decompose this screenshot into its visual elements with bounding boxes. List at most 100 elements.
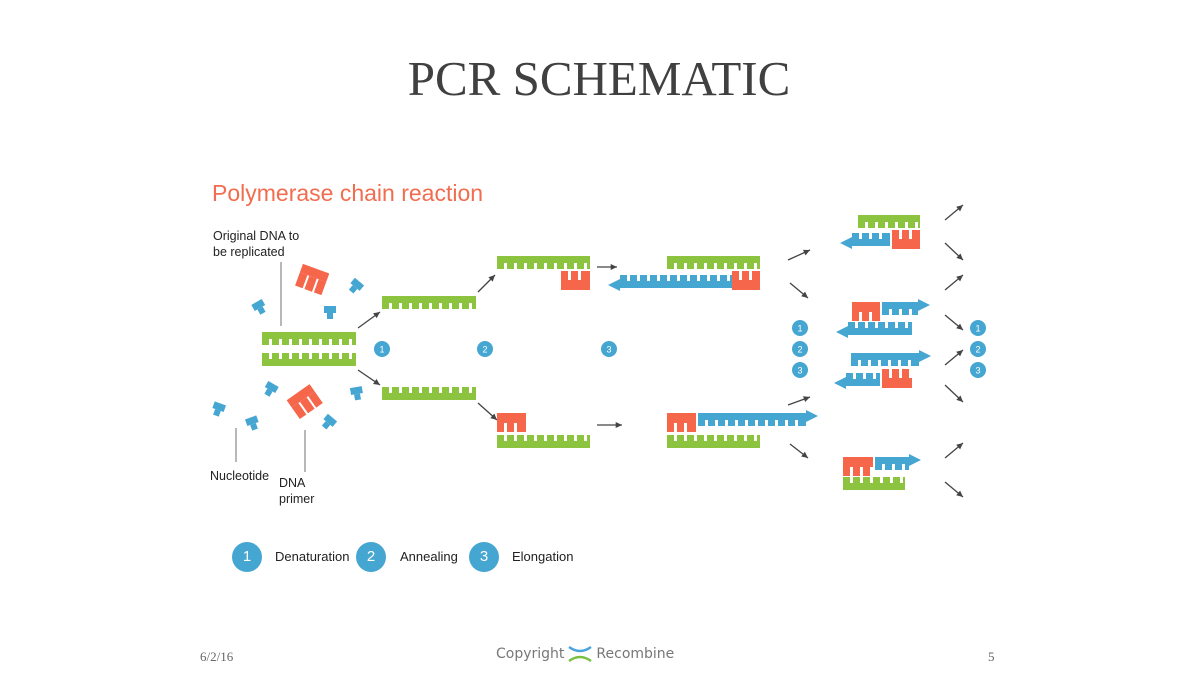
arrow-cycle3-head [956,490,963,497]
arrow-cycle2 [787,396,811,406]
original-dna-top-strand-notch [349,339,352,345]
new-strand-bottom-notch [715,420,718,426]
new-strand-top-notch [677,275,680,281]
product-1-primer-backbone [892,230,920,249]
step-marker-2-number: 2 [482,345,487,355]
nucleotide-icon-base [321,421,331,430]
annealed-template-top-notch [554,263,557,269]
arrow-anneal-up-head [488,275,495,282]
nucleotide-icon-base [264,388,273,397]
product-4-template-notch [900,477,903,483]
arrow-cycle3-head [956,350,963,357]
arrow-denature-up-head [373,312,380,319]
original-dna-top-strand [262,332,356,345]
product-4-new-arrow-shaft [908,457,910,463]
step-marker-2-circle [477,341,493,357]
new-strand-bottom-notch [725,420,728,426]
product-3-new-notch [873,373,876,379]
elongated-template-bottom-notch [694,435,697,441]
annealed-primer-top [561,271,590,290]
elongated-template-top-notch [714,263,717,269]
elongated-template-bottom-notch [674,435,677,441]
annealed-primer-top-notch [568,271,571,280]
nucleotide-icon [349,386,363,401]
new-strand-top-arrowhead [608,279,620,291]
elongated-template-bottom-notch [744,435,747,441]
product-3-new-arrowhead [834,377,846,389]
separated-strand-bottom-notch [439,387,442,393]
footer-copyright: Copyright Recombine [496,645,674,663]
arrow-cycle3 [944,274,964,291]
new-strand-bottom-arrowhead [806,410,818,422]
new-strand-top-notch [627,275,630,281]
nucleotide-icon [251,298,266,315]
original-dna-top-strand-notch [309,339,312,345]
original-dna-top-strand-notch [339,339,342,345]
product-3-primer-notch [909,369,912,378]
cycle2-step-3: 3 [792,362,808,378]
arrow-cycle3 [944,314,964,331]
product-2-strand-notch [885,322,888,328]
nucleotide-icon-head [251,298,266,311]
cycle2-step-1: 1 [792,320,808,336]
annealed-template-top [497,256,590,269]
dna-primer-icon-tooth [291,402,307,420]
cycle2-step-3-number: 3 [797,366,802,376]
product-4-primer-notch [850,467,853,476]
step-marker-1: 1 [374,341,390,357]
product-3-new-notch [853,373,856,379]
elongated-template-bottom-notch [684,435,687,441]
step-marker-3: 3 [601,341,617,357]
annealed-template-bottom [497,435,590,448]
arrow-cycle3 [944,384,964,403]
product-2-new-notch [909,309,912,315]
product-2-new-arrow-shaft [917,302,919,308]
slide-number: 5 [988,649,995,664]
original-dna-bottom-strand-notch [299,353,302,359]
elongated-primer-top [732,271,760,290]
new-strand-top-notch [707,275,710,281]
arrow-elongate-bottom [597,421,622,429]
annealed-template-top-notch [514,263,517,269]
primer-label-line2: primer [279,492,315,506]
product-3-primer-notch [899,369,902,378]
elongated-template-bottom-notch [704,435,707,441]
product-4-primer-backbone [843,457,873,476]
legend-step-3-circle: 3 [469,542,499,572]
slide-title: PCR SCHEMATIC [407,51,791,106]
elongated-primer-bottom-backbone [667,413,696,432]
original-dna-bottom-strand-notch [319,353,322,359]
product-2-primer-notch [869,312,872,321]
separated-strand-top-notch [399,303,402,309]
new-strand-bottom-notch [745,420,748,426]
arrow-cycle2 [787,249,811,261]
cycle2-step-2-number: 2 [797,345,802,355]
arrow-cycle2-head [801,451,808,458]
separated-strand-top-backbone [382,296,476,309]
product-1-template [858,215,920,228]
annealed-template-bottom-notch [534,435,537,441]
original-dna-bottom-strand-notch [339,353,342,359]
product-1-new-arrowhead [840,237,852,249]
original-dna-bottom-strand-notch [329,353,332,359]
product-1-template-notch [905,222,908,228]
arrow-cycle3 [944,242,964,261]
dna-primer-icon [295,263,330,296]
step-marker-3-number: 3 [606,345,611,355]
separated-strand-top-notch [439,303,442,309]
step-marker-1-number: 1 [379,345,384,355]
new-strand-bottom [698,410,818,426]
product-2-primer-notch [859,312,862,321]
legend-step-2-label: Annealing [400,549,458,564]
original-dna-top-strand-notch [269,339,272,345]
original-dna-top-strand-notch [289,339,292,345]
new-strand-top [608,275,748,291]
nucleotide-icon [348,277,365,294]
legend-step-3-label: Elongation [512,549,574,564]
product-3-strand-notch [858,360,861,366]
nucleotide-icon-base [213,408,221,417]
new-strand-top-notch [637,275,640,281]
annealed-primer-top-notch [578,271,581,280]
dna-primer-icon-tooth [308,391,323,408]
arrow-denature-down [357,369,381,386]
